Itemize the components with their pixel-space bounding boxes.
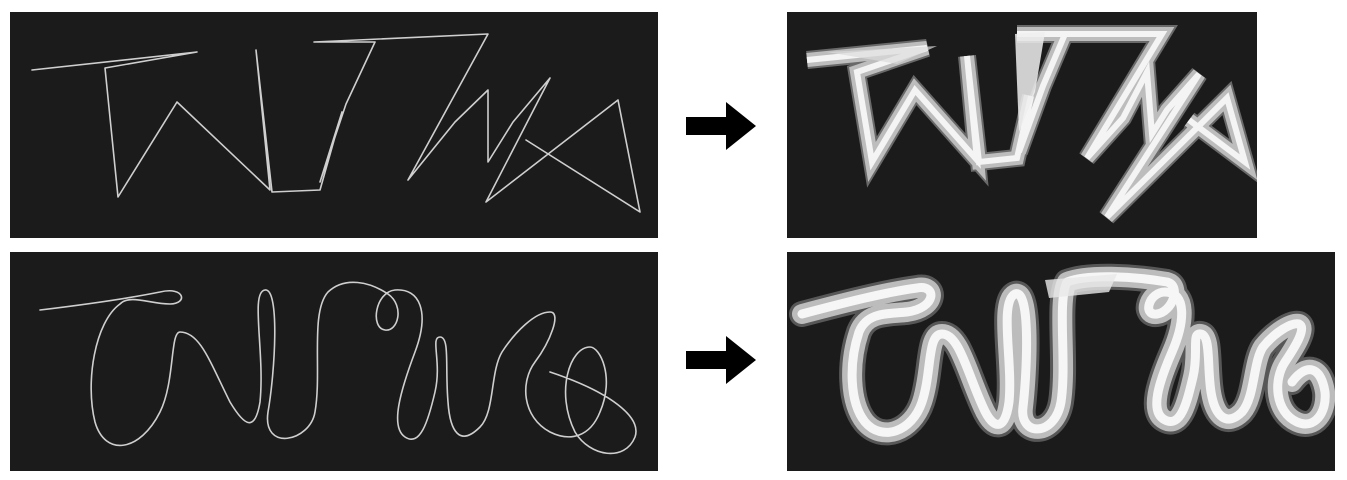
curvy-3d-render-output-panel: [787, 252, 1335, 471]
right-arrow-icon: [686, 336, 756, 384]
angular-stroke-path: [31, 33, 641, 213]
curvy-3d-ribbon-render: [789, 263, 1335, 446]
curvy-ribbon-shape: [789, 263, 1335, 446]
angular-3d-render-output-panel: [787, 12, 1257, 238]
curvy-sketch-input-panel: [10, 252, 658, 471]
angular-ribbon-shape: [806, 25, 1257, 224]
angular-sketch-input-panel: [10, 12, 658, 238]
angular-3d-ribbon-render: [806, 25, 1257, 224]
curvy-stroke-path: [39, 281, 637, 455]
angular-stroke-sketch: [31, 33, 641, 213]
curvy-stroke-sketch: [39, 281, 637, 455]
right-arrow-icon: [686, 102, 756, 150]
